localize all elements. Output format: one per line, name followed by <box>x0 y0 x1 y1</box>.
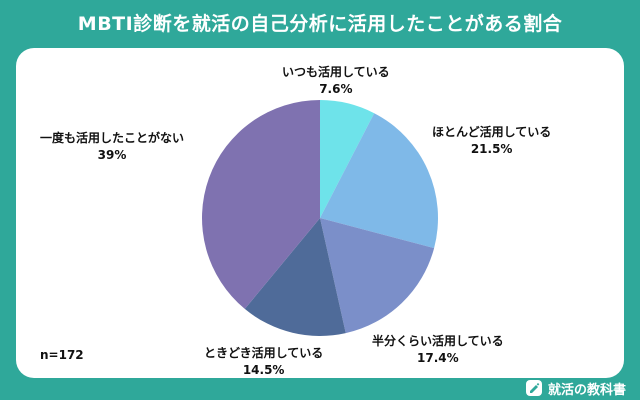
footer-brand: 就活の教科書 <box>525 378 626 398</box>
pie-slice-2 <box>320 218 435 334</box>
slice-label-never-name: 一度も活用したことがない <box>40 131 185 145</box>
chart-title: MBTI診断を就活の自己分析に活用したことがある割合 <box>77 12 563 35</box>
slice-label-half: 半分くらい活用している 17.4% <box>372 333 504 367</box>
pencil-icon <box>525 380 542 396</box>
pie-slice-0 <box>320 100 375 218</box>
slice-label-sometimes-name: ときどき活用している <box>204 346 324 360</box>
pie-slice-4 <box>202 100 320 309</box>
slice-label-never-value: 39% <box>97 148 127 162</box>
slice-label-always: いつも活用している 7.6% <box>282 64 390 98</box>
slice-label-sometimes-value: 14.5% <box>242 363 285 377</box>
slice-label-mostly-name: ほとんど活用している <box>432 125 552 139</box>
slice-label-sometimes: ときどき活用している 14.5% <box>204 345 323 379</box>
sample-size-label: n=172 <box>40 348 84 362</box>
slice-label-mostly: ほとんど活用している 21.5% <box>432 124 551 158</box>
slice-label-never: 一度も活用したことがない 39% <box>40 130 184 164</box>
slice-label-half-value: 17.4% <box>417 351 459 365</box>
pie-slice-1 <box>320 113 438 249</box>
slice-label-mostly-value: 21.5% <box>470 142 513 156</box>
slice-label-half-name: 半分くらい活用している <box>372 334 504 348</box>
brand-name: 就活の教科書 <box>547 382 626 398</box>
slice-label-always-value: 7.6% <box>319 82 353 96</box>
slice-label-always-name: いつも活用している <box>282 65 390 79</box>
pie-slice-3 <box>244 218 346 336</box>
